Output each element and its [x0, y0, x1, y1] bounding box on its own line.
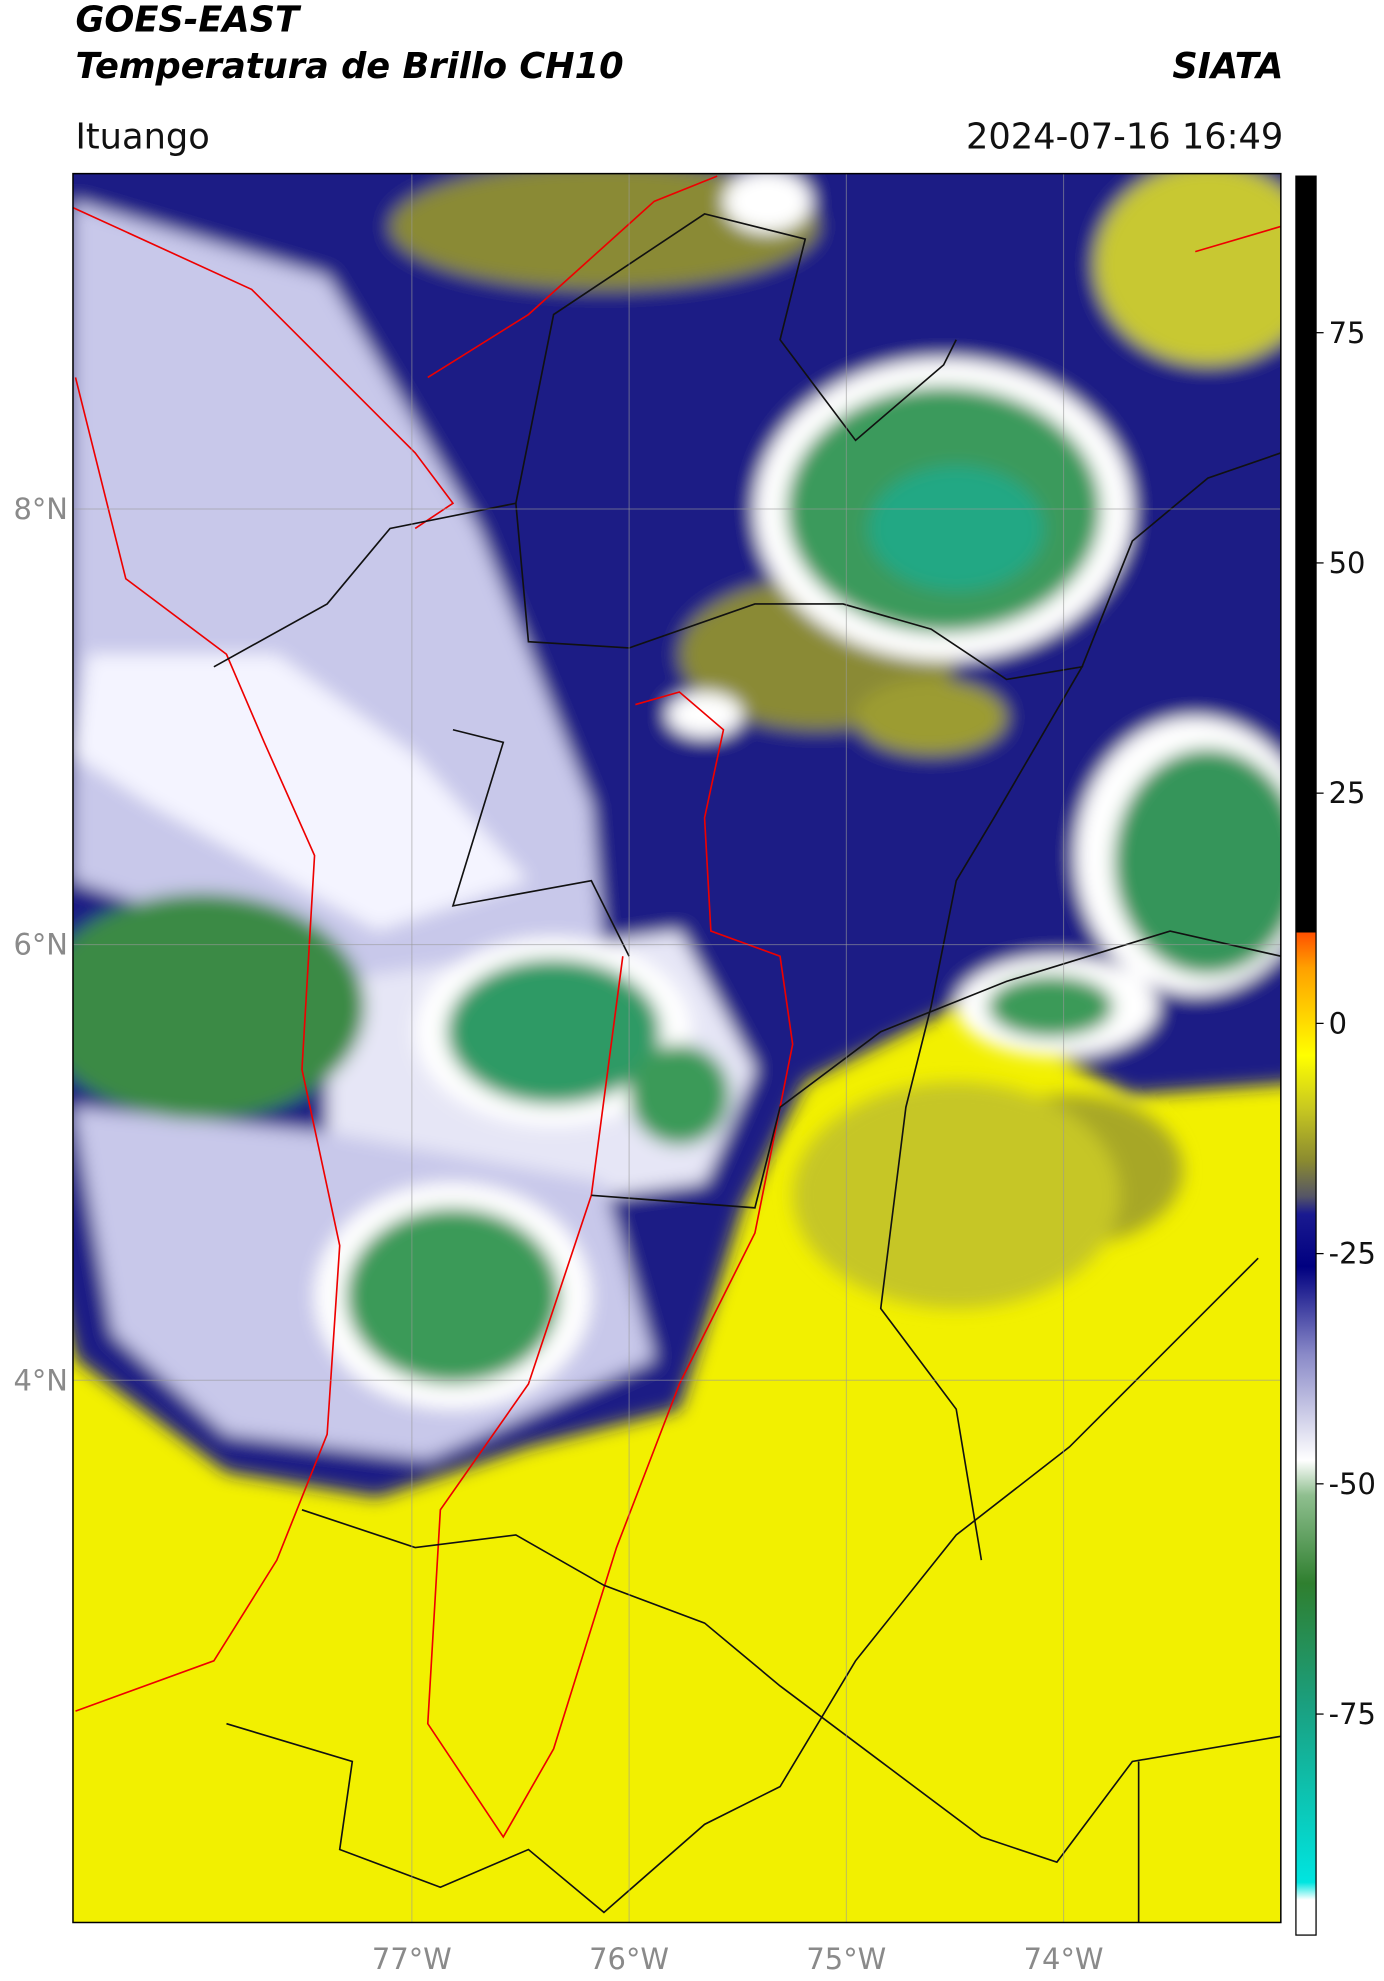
x-tick-label: 74°W: [1024, 1942, 1104, 1976]
y-tick-label: 4°N: [13, 1363, 68, 1397]
colorbar-tick-label: -25: [1329, 1237, 1376, 1271]
location: Ituango: [75, 116, 209, 157]
y-tick-label: 8°N: [13, 492, 68, 526]
y-tick-label: 6°N: [13, 928, 68, 962]
subtitle: Temperatura de Brillo CH10: [75, 46, 623, 87]
satellite-image: [72, 173, 1281, 1923]
colorbar-tick-label: 50: [1329, 546, 1366, 580]
map-frame: [72, 172, 1282, 1924]
colorbar-tick-label: 25: [1329, 776, 1366, 810]
colorbar: [1295, 175, 1317, 1936]
x-tick-label: 76°W: [589, 1942, 669, 1976]
colorbar-tick-label: -75: [1329, 1697, 1376, 1731]
x-tick-label: 75°W: [806, 1942, 886, 1976]
brand: SIATA: [1172, 46, 1283, 87]
colorbar-tick-label: 0: [1329, 1006, 1347, 1040]
timestamp: 2024-07-16 16:49: [966, 116, 1283, 157]
colorbar-tick-label: 75: [1329, 316, 1366, 350]
title: GOES-EAST: [75, 0, 302, 40]
x-tick-label: 77°W: [372, 1942, 452, 1976]
colorbar-tick-label: -50: [1329, 1467, 1376, 1501]
